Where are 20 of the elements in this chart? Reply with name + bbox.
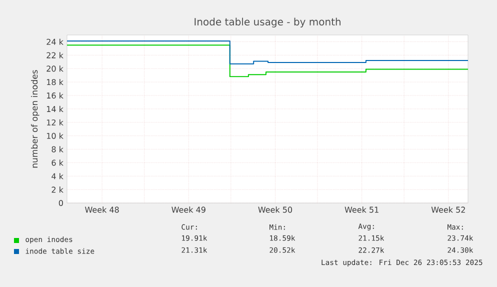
y-tick-label: 16 k	[46, 92, 64, 99]
x-tick-label: Week 49	[172, 206, 206, 213]
x-tick-label: Week 52	[431, 206, 465, 213]
y-tick-label: 4 k	[52, 173, 64, 180]
y-tick-label: 0	[58, 200, 63, 206]
y-tick-label: 14 k	[46, 106, 64, 112]
x-tick-label: Week 51	[344, 206, 378, 213]
y-tick-label: 24 k	[46, 38, 64, 45]
y-tick-label: 10 k	[46, 132, 64, 139]
chart-title: Inode table usage - by month	[194, 18, 340, 28]
x-tick-label: Week 48	[85, 206, 119, 213]
y-axis-title: number of open inodes	[31, 70, 40, 168]
y-tick-label: 2 k	[52, 186, 64, 193]
y-tick-label: 6 k	[52, 160, 64, 166]
x-tick-label: Week 50	[258, 206, 292, 213]
y-tick-label: 8 k	[52, 146, 64, 152]
y-tick-label: 22 k	[46, 52, 64, 58]
y-tick-label: 12 k	[46, 119, 64, 126]
y-tick-label: 20 k	[46, 66, 64, 72]
y-tick-label: 18 k	[46, 78, 64, 86]
